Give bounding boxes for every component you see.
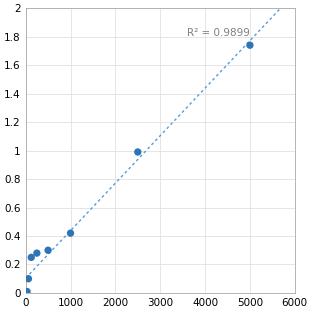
Point	[68, 231, 73, 236]
Point	[135, 149, 140, 154]
Point	[29, 255, 34, 260]
Point	[26, 276, 31, 281]
Point	[46, 248, 51, 253]
Point	[23, 290, 28, 295]
Point	[34, 251, 39, 256]
Text: R² = 0.9899: R² = 0.9899	[187, 28, 250, 38]
Point	[247, 43, 252, 48]
Point	[25, 289, 30, 294]
